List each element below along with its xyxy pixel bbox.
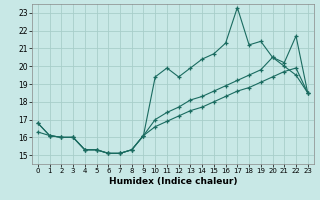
X-axis label: Humidex (Indice chaleur): Humidex (Indice chaleur): [108, 177, 237, 186]
